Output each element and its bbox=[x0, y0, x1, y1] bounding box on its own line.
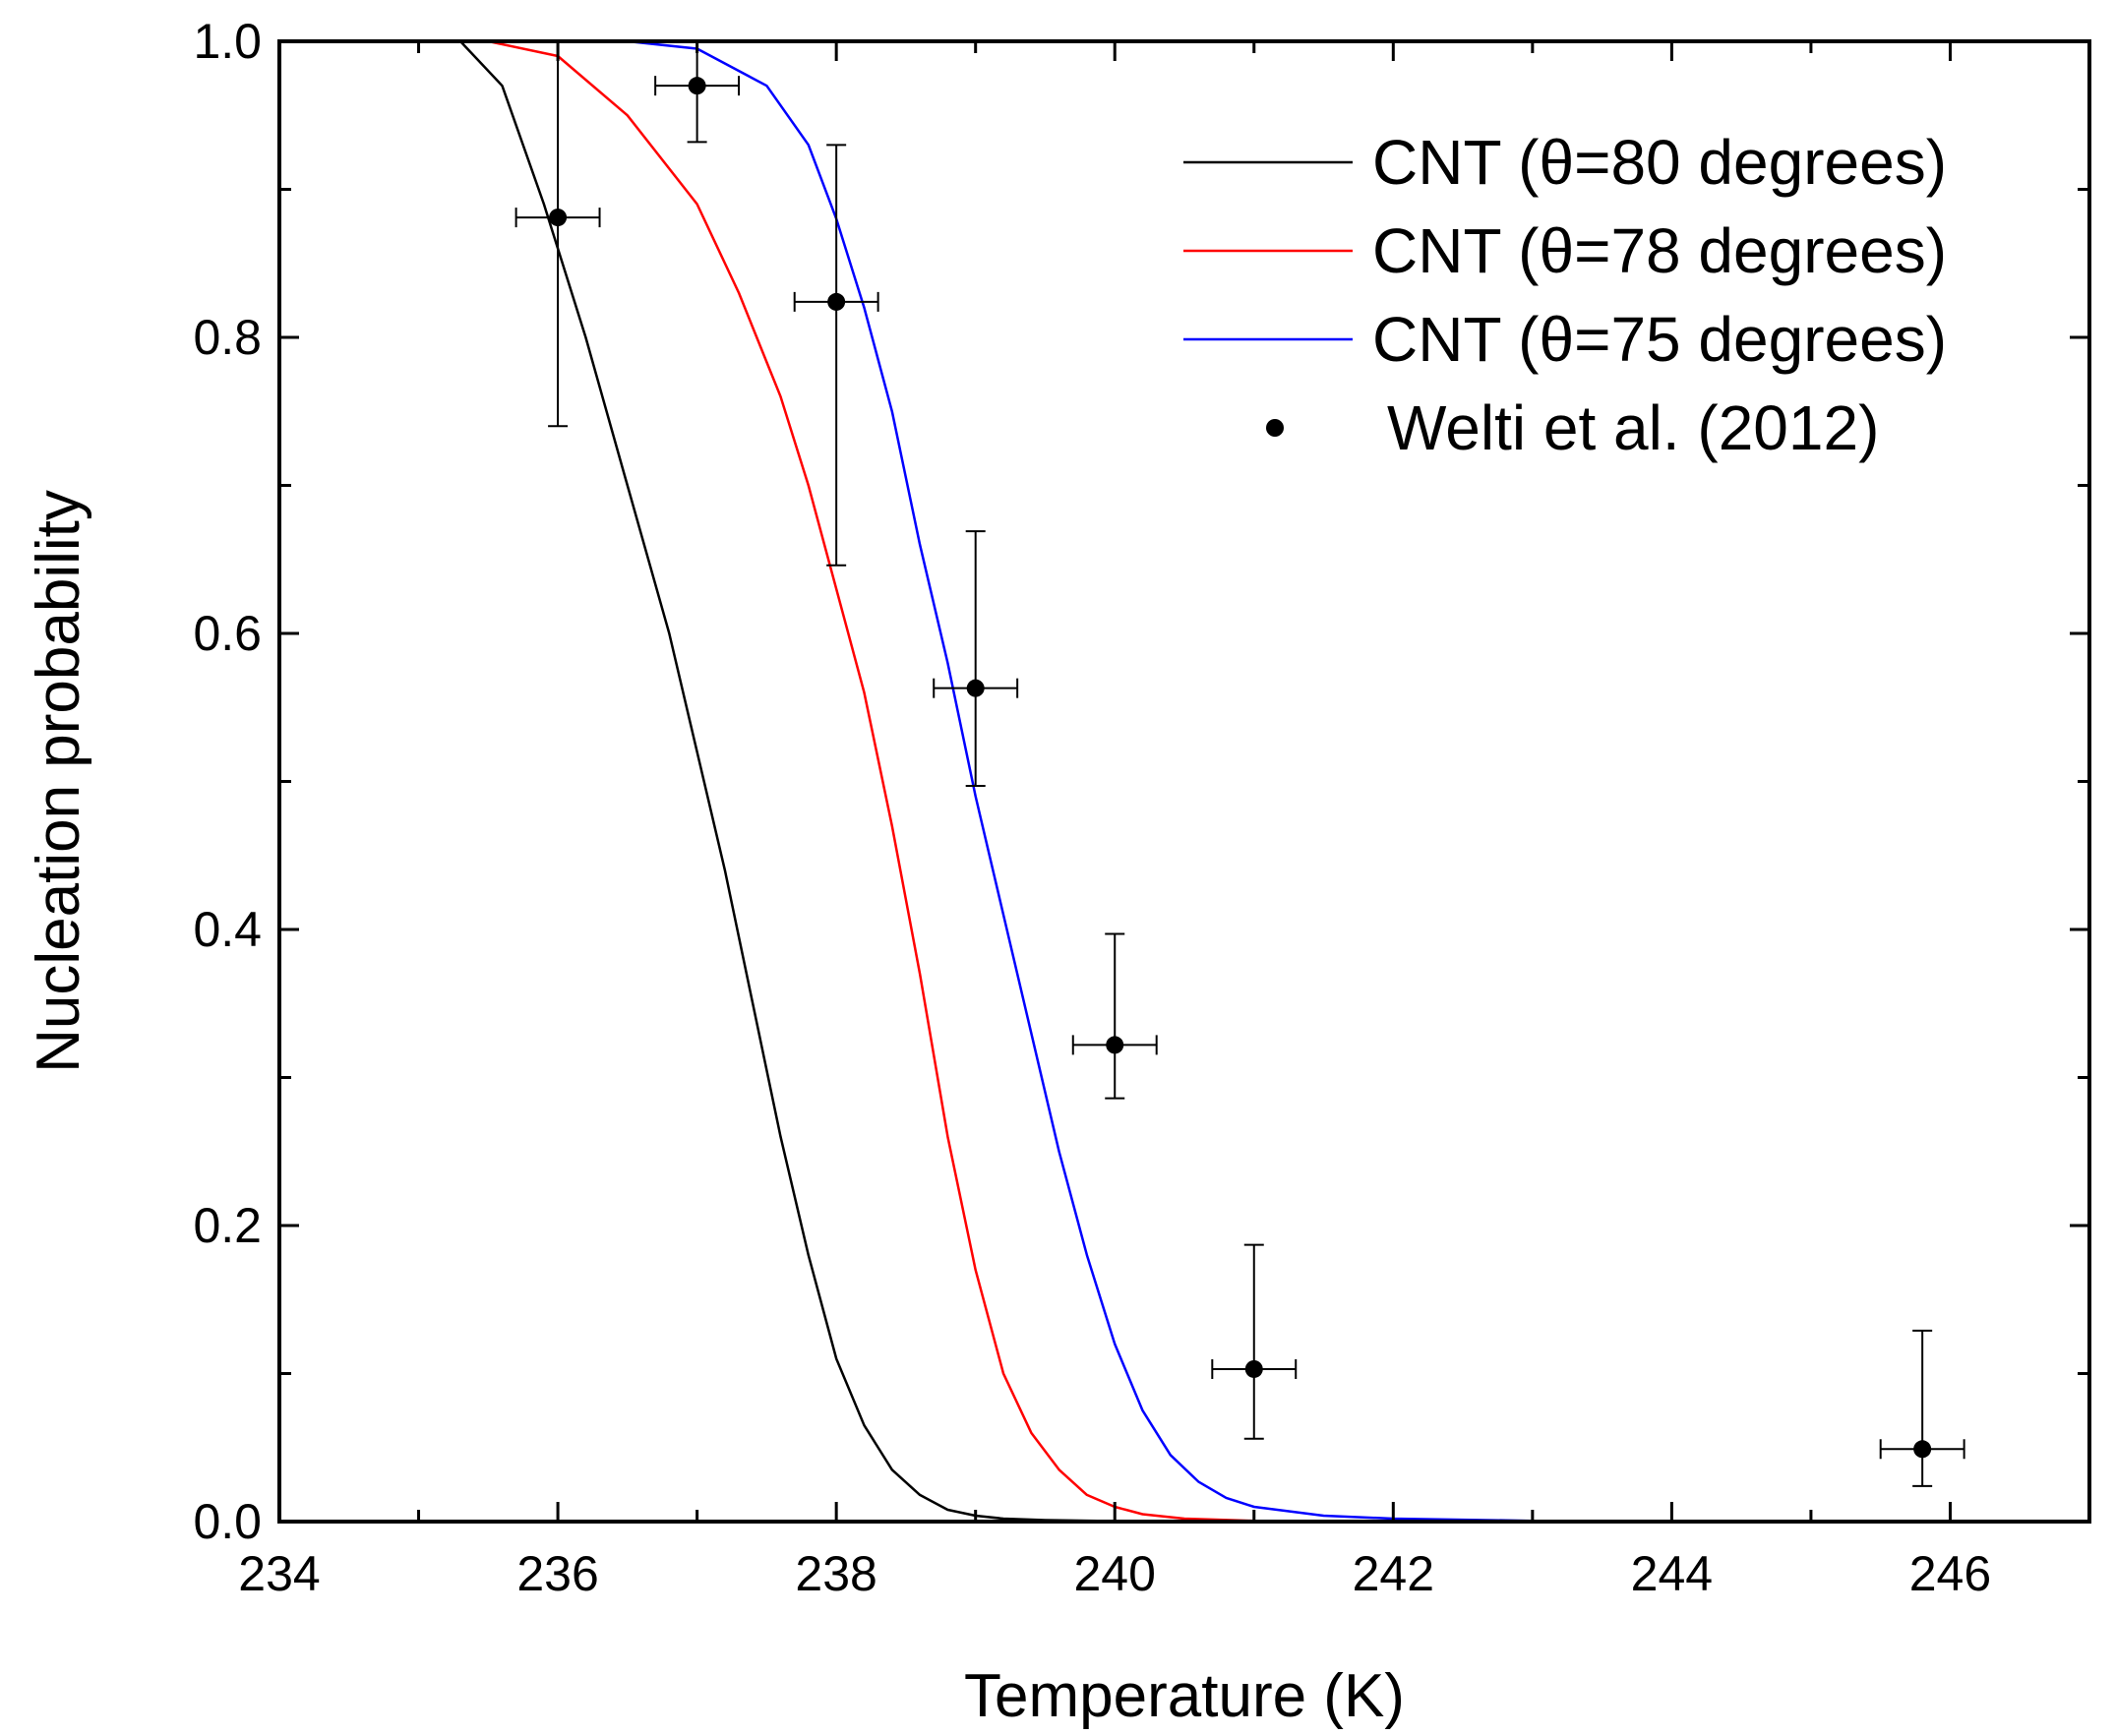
ticks-layer: 234 236 238 240 242 244 246 0.0 0.2 0.4 0.6 0.8 1.0 bbox=[193, 14, 2091, 1601]
y-tick-label: 0.4 bbox=[193, 902, 262, 957]
legend-label: CNT (θ=80 degrees) bbox=[1372, 127, 1947, 198]
data-marker bbox=[966, 679, 985, 697]
y-tick-label: 0.8 bbox=[193, 310, 262, 365]
data-point-2 bbox=[793, 144, 879, 567]
data-point-4 bbox=[1071, 932, 1158, 1100]
data-marker bbox=[549, 209, 568, 227]
x-tick-label: 240 bbox=[1074, 1546, 1156, 1601]
legend-label: CNT (θ=78 degrees) bbox=[1372, 215, 1947, 286]
y-tick-label: 0.6 bbox=[193, 606, 262, 661]
y-axis-label: Nucleation probability bbox=[25, 490, 92, 1073]
x-tick-label: 246 bbox=[1909, 1546, 1991, 1601]
x-tick-label: 234 bbox=[238, 1546, 320, 1601]
data-marker bbox=[1913, 1440, 1932, 1459]
data-point-5 bbox=[1211, 1243, 1298, 1440]
data-point-6 bbox=[1879, 1329, 1965, 1487]
data-marker bbox=[688, 77, 706, 95]
data-marker bbox=[1244, 1359, 1263, 1378]
y-tick-label: 0.2 bbox=[193, 1198, 262, 1253]
x-tick-label: 244 bbox=[1631, 1546, 1713, 1601]
legend-label: CNT (θ=75 degrees) bbox=[1372, 304, 1947, 375]
data-point-0 bbox=[514, 40, 601, 428]
data-marker bbox=[827, 292, 846, 311]
legend-item-0: CNT (θ=80 degrees) bbox=[1183, 127, 1947, 198]
legend: CNT (θ=80 degrees) CNT (θ=78 degrees) CNT … bbox=[1183, 127, 1947, 463]
y-tick-label: 1.0 bbox=[193, 14, 262, 69]
data-marker bbox=[1106, 1036, 1124, 1054]
x-tick-label: 242 bbox=[1353, 1546, 1434, 1601]
series-line-1 bbox=[488, 39, 2089, 1524]
data-point-1 bbox=[654, 40, 741, 144]
data-point-3 bbox=[933, 530, 1019, 788]
legend-marker bbox=[1266, 419, 1284, 437]
legend-label: Welti et al. (2012) bbox=[1387, 392, 1879, 463]
legend-item-2: CNT (θ=75 degrees) bbox=[1183, 304, 1947, 375]
y-tick-label: 0.0 bbox=[193, 1494, 262, 1549]
x-axis-label: Temperature (K) bbox=[964, 1662, 1405, 1730]
legend-item-1: CNT (θ=78 degrees) bbox=[1183, 215, 1947, 286]
x-tick-label: 236 bbox=[516, 1546, 598, 1601]
legend-item-3: Welti et al. (2012) bbox=[1266, 392, 1879, 463]
series-line-2 bbox=[627, 39, 2090, 1524]
x-tick-label: 238 bbox=[795, 1546, 877, 1601]
